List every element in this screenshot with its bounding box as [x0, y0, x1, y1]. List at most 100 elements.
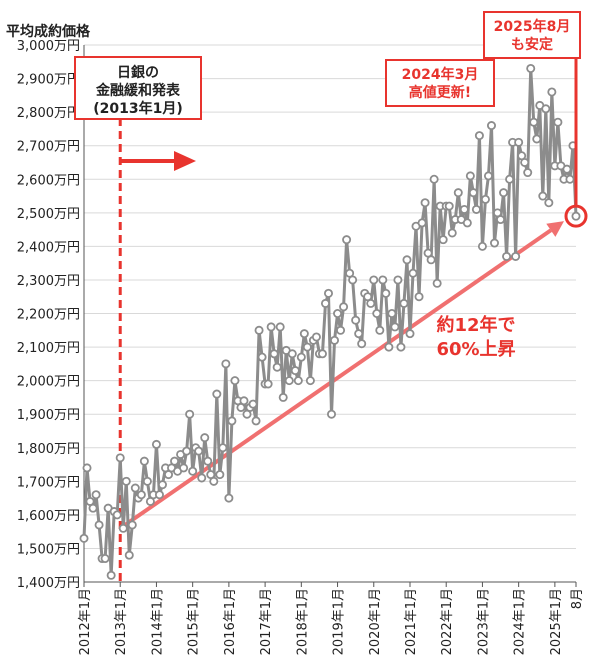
data-point	[269, 349, 279, 359]
data-point	[91, 490, 101, 500]
data-point	[330, 335, 340, 345]
data-point	[100, 554, 110, 564]
boj-label: 日銀の金融緩和発表(2013年1月)	[93, 64, 183, 117]
data-point	[154, 490, 164, 500]
data-point	[432, 278, 442, 288]
data-point	[529, 117, 539, 127]
data-point	[320, 298, 330, 308]
boj-arrow-head	[174, 151, 196, 171]
x-tick-label: 2023年1月	[476, 588, 491, 655]
data-point	[263, 379, 273, 389]
data-point	[499, 188, 509, 198]
data-point	[571, 211, 581, 221]
data-point	[221, 359, 231, 369]
data-point	[474, 131, 484, 141]
y-tick-label: 2,000万円	[17, 375, 80, 390]
data-point	[218, 443, 228, 453]
y-tick-label: 2,100万円	[17, 341, 80, 356]
data-point	[414, 292, 424, 302]
latest-box	[483, 11, 581, 59]
data-point	[317, 349, 327, 359]
data-point	[565, 174, 575, 184]
data-point	[227, 416, 237, 426]
data-point	[299, 329, 309, 339]
x-tick-label: 2019年1月	[332, 588, 347, 655]
data-point	[538, 191, 548, 201]
data-point	[333, 308, 343, 318]
data-point	[447, 228, 457, 238]
data-point	[212, 389, 222, 399]
data-point	[505, 174, 515, 184]
data-point	[287, 349, 297, 359]
data-point	[396, 342, 406, 352]
x-tick-label: 2020年1月	[368, 588, 383, 655]
data-point	[188, 466, 198, 476]
data-point	[354, 329, 364, 339]
data-point	[82, 463, 92, 473]
data-point	[136, 490, 146, 500]
data-point	[468, 188, 478, 198]
data-point	[185, 409, 195, 419]
y-tick-label: 3,000万円	[17, 39, 80, 54]
data-point	[121, 476, 131, 486]
data-point	[278, 392, 288, 402]
x-tick-label: 2021年1月	[404, 588, 419, 655]
y-tick-label: 2,600万円	[17, 173, 80, 188]
data-point	[390, 322, 400, 332]
y-tick-label: 1,500万円	[17, 542, 80, 557]
latest-label: 2025年8月も安定	[494, 18, 571, 53]
data-point	[496, 215, 506, 225]
data-point	[465, 171, 475, 181]
x-tick-label: 2012年1月	[78, 588, 93, 655]
data-point	[381, 288, 391, 298]
y-tick-label: 1,600万円	[17, 509, 80, 524]
data-point	[339, 302, 349, 312]
trend-label: 約12年で 60%上昇	[436, 314, 515, 360]
y-axis: 3,000万円 2,900万円 2,800万円 2,700万円 2,600万円 2,500…	[17, 39, 80, 591]
data-point	[79, 533, 89, 543]
data-point	[378, 275, 388, 285]
data-point	[118, 523, 128, 533]
data-point	[532, 134, 542, 144]
trend-arrow-head	[546, 221, 564, 237]
data-point	[200, 433, 210, 443]
data-point	[170, 456, 180, 466]
data-point	[526, 63, 536, 73]
data-point	[562, 164, 572, 174]
data-point	[490, 238, 500, 248]
data-point	[112, 510, 122, 520]
data-point	[230, 376, 240, 386]
data-point	[420, 198, 430, 208]
data-point	[124, 550, 134, 560]
data-point	[462, 218, 472, 228]
data-point	[179, 463, 189, 473]
trend-annotation: 約12年で 60%上昇	[119, 221, 564, 530]
data-point	[384, 342, 394, 352]
series-group	[79, 63, 581, 580]
x-tick-label: 2016年1月	[223, 588, 238, 655]
data-point	[514, 137, 524, 147]
data-point	[369, 275, 379, 285]
data-point	[157, 480, 167, 490]
x-tick-label: 2018年1月	[295, 588, 310, 655]
data-point	[438, 235, 448, 245]
data-point	[483, 171, 493, 181]
data-point	[502, 251, 512, 261]
data-point	[251, 416, 261, 426]
data-point	[88, 503, 98, 513]
data-point	[327, 409, 337, 419]
data-point	[348, 275, 358, 285]
data-point	[194, 446, 204, 456]
data-point	[142, 476, 152, 486]
data-point	[393, 275, 403, 285]
data-point	[520, 157, 530, 167]
data-point	[523, 168, 533, 178]
grid	[83, 44, 576, 583]
y-tick-label: 2,200万円	[17, 308, 80, 323]
y-tick-label: 2,500万円	[17, 207, 80, 222]
data-point	[417, 218, 427, 228]
data-point	[511, 251, 521, 261]
peak-label: 2024年3月高値更新!	[402, 66, 479, 101]
callouts: 2025年8月も安定 2024年3月高値更新!	[385, 11, 588, 228]
